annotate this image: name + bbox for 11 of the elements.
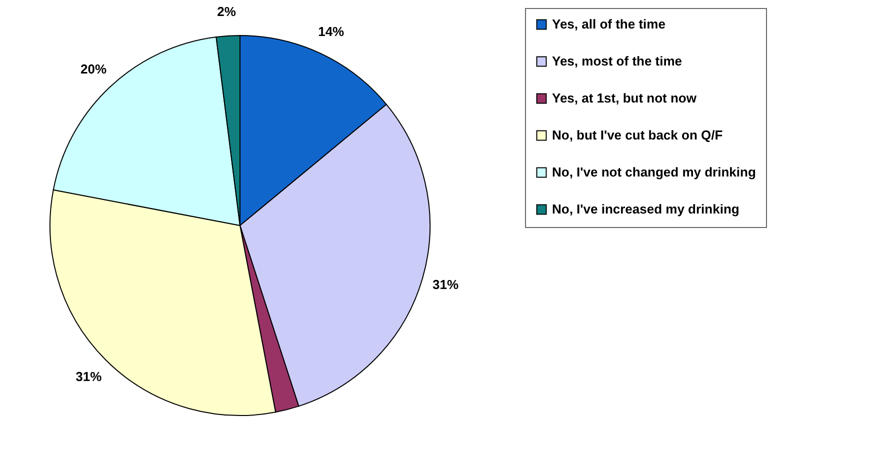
legend-label: No, I've increased my drinking: [552, 202, 740, 216]
legend-label: Yes, all of the time: [552, 16, 666, 32]
legend-label: Yes, most of the time: [552, 54, 682, 68]
data-label: 2%: [217, 4, 236, 19]
data-label: 31%: [432, 277, 459, 292]
data-label: 20%: [80, 62, 107, 76]
legend-label: Yes, at 1st, but not now: [552, 90, 698, 106]
data-label: 14%: [318, 24, 345, 39]
legend-label: No, I've not changed my drinking: [552, 164, 756, 180]
legend-label: No, but I've cut back on Q/F: [552, 128, 723, 142]
data-label: 31%: [76, 368, 102, 384]
